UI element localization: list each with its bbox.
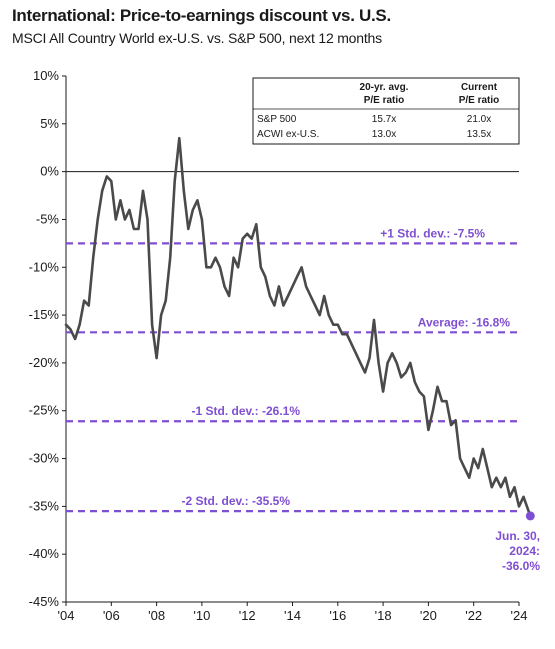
- reference-label: -1 Std. dev.: -26.1%: [192, 404, 301, 418]
- y-tick-label: 5%: [40, 116, 59, 131]
- y-tick-label: 0%: [40, 164, 59, 179]
- table-header: P/E ratio: [364, 95, 405, 106]
- chart-title: International: Price-to-earnings discoun…: [12, 6, 391, 25]
- table-header: 20-yr. avg.: [360, 82, 409, 93]
- series-line: [64, 136, 532, 518]
- y-tick-label: 10%: [33, 68, 59, 83]
- x-tick-label: '10: [193, 608, 210, 623]
- y-tick-label: -15%: [29, 307, 60, 322]
- x-tick-label: '12: [239, 608, 256, 623]
- reference-label: Average: -16.8%: [418, 315, 511, 329]
- table-cell: ACWI ex-U.S.: [257, 129, 319, 140]
- y-tick-label: -40%: [29, 546, 60, 561]
- y-tick-label: -30%: [29, 451, 60, 466]
- table-header: P/E ratio: [459, 95, 500, 106]
- pe-table: [252, 77, 520, 145]
- y-tick-label: -25%: [29, 403, 60, 418]
- x-tick-label: '16: [329, 608, 346, 623]
- table-cell: 13.0x: [372, 129, 396, 140]
- x-tick-label: '24: [511, 608, 528, 623]
- table-cell: S&P 500: [257, 114, 297, 125]
- y-tick-label: -20%: [29, 355, 60, 370]
- x-tick-label: '06: [103, 608, 120, 623]
- table-header: Current: [461, 82, 498, 93]
- table-cell: 21.0x: [467, 114, 491, 125]
- x-tick-label: '18: [375, 608, 392, 623]
- table-cell: 15.7x: [372, 114, 396, 125]
- y-tick-label: -45%: [29, 594, 60, 609]
- x-tick-label: '04: [58, 608, 75, 623]
- reference-label: +1 Std. dev.: -7.5%: [380, 226, 485, 240]
- x-tick-label: '22: [465, 608, 482, 623]
- reference-label: -2 Std. dev.: -35.5%: [182, 494, 291, 508]
- endpoint-label: -36.0%: [502, 559, 540, 573]
- endpoint-label: 2024:: [509, 544, 540, 558]
- table-cell: 13.5x: [467, 129, 491, 140]
- y-tick-label: -5%: [36, 211, 60, 226]
- x-tick-label: '14: [284, 608, 301, 623]
- y-tick-label: -10%: [29, 259, 60, 274]
- x-tick-label: '08: [148, 608, 165, 623]
- chart-subtitle: MSCI All Country World ex-U.S. vs. S&P 5…: [12, 30, 382, 46]
- y-tick-label: -35%: [29, 498, 60, 513]
- x-tick-label: '20: [420, 608, 437, 623]
- endpoint-label: Jun. 30,: [495, 529, 540, 543]
- endpoint-marker: [525, 511, 535, 521]
